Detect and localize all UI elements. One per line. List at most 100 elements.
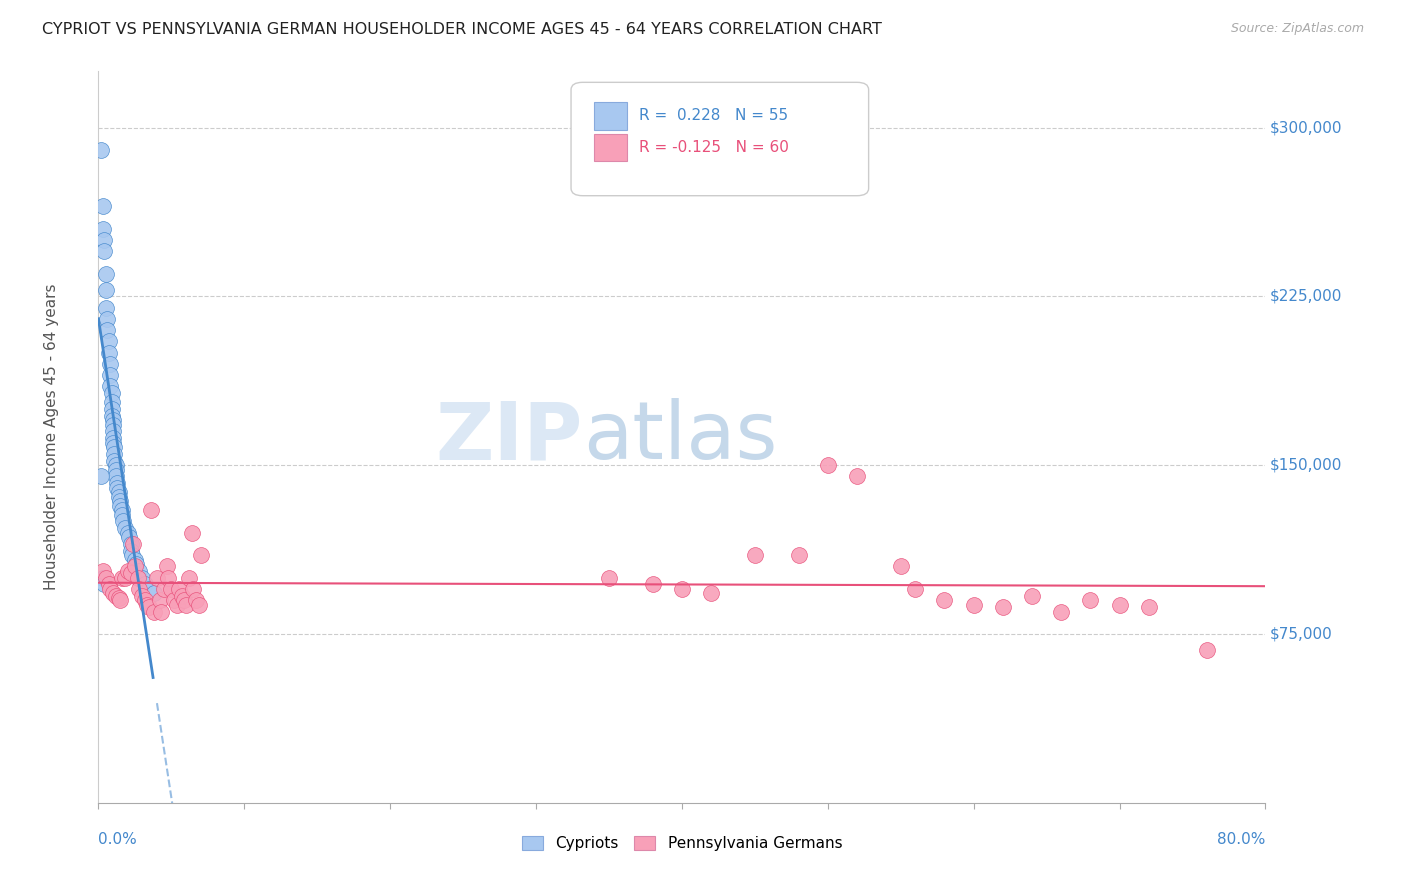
Point bbox=[120, 543, 142, 558]
Point bbox=[1021, 589, 1043, 603]
Point bbox=[117, 564, 139, 578]
Point bbox=[91, 564, 114, 578]
Point bbox=[110, 494, 132, 508]
Point bbox=[131, 589, 153, 603]
Point bbox=[100, 395, 122, 409]
Text: $225,000: $225,000 bbox=[1270, 289, 1343, 304]
Legend: Cypriots, Pennsylvania Germans: Cypriots, Pennsylvania Germans bbox=[516, 830, 848, 857]
Point bbox=[94, 267, 117, 281]
Point bbox=[128, 582, 150, 596]
Point bbox=[90, 143, 112, 157]
Point bbox=[94, 301, 117, 315]
Point bbox=[117, 525, 139, 540]
Text: 0.0%: 0.0% bbox=[98, 832, 138, 847]
Point bbox=[110, 593, 132, 607]
Bar bbox=[595, 134, 627, 161]
Point bbox=[127, 571, 149, 585]
Point bbox=[91, 199, 114, 213]
Point bbox=[98, 582, 121, 596]
Point bbox=[100, 409, 122, 423]
Point bbox=[700, 586, 723, 600]
Point bbox=[598, 571, 620, 585]
Point bbox=[787, 548, 810, 562]
Point bbox=[134, 577, 156, 591]
Point bbox=[101, 425, 124, 439]
Point bbox=[108, 490, 131, 504]
Point bbox=[120, 537, 142, 551]
Point bbox=[135, 598, 157, 612]
Point bbox=[94, 283, 117, 297]
Point bbox=[112, 515, 135, 529]
Point bbox=[744, 548, 766, 562]
Point bbox=[111, 571, 134, 585]
Point bbox=[120, 566, 142, 581]
Point bbox=[142, 586, 165, 600]
Text: 80.0%: 80.0% bbox=[1218, 832, 1265, 847]
Point bbox=[139, 503, 162, 517]
Point bbox=[101, 435, 124, 450]
Point bbox=[180, 525, 202, 540]
Point bbox=[156, 559, 179, 574]
Point bbox=[174, 598, 197, 612]
Point bbox=[104, 469, 127, 483]
Point bbox=[934, 593, 956, 607]
Text: $75,000: $75,000 bbox=[1270, 626, 1333, 641]
Point bbox=[188, 598, 211, 612]
Point bbox=[991, 599, 1014, 614]
Point bbox=[1108, 598, 1130, 612]
Point bbox=[124, 553, 146, 567]
Point bbox=[890, 559, 912, 574]
Point bbox=[98, 368, 121, 383]
Point bbox=[190, 548, 212, 562]
Point bbox=[177, 571, 200, 585]
FancyBboxPatch shape bbox=[571, 82, 869, 195]
Text: CYPRIOT VS PENNSYLVANIA GERMAN HOUSEHOLDER INCOME AGES 45 - 64 YEARS CORRELATION: CYPRIOT VS PENNSYLVANIA GERMAN HOUSEHOLD… bbox=[42, 22, 882, 37]
Point bbox=[98, 357, 121, 371]
Point bbox=[124, 559, 146, 574]
Point bbox=[149, 593, 172, 607]
Text: R =  0.228   N = 55: R = 0.228 N = 55 bbox=[638, 109, 787, 123]
Text: $150,000: $150,000 bbox=[1270, 458, 1343, 473]
Point bbox=[100, 386, 122, 401]
Point bbox=[153, 582, 176, 596]
Point bbox=[108, 591, 131, 605]
Point bbox=[181, 582, 204, 596]
Point bbox=[100, 401, 122, 416]
Point bbox=[110, 499, 132, 513]
Point bbox=[138, 599, 160, 614]
Point bbox=[118, 530, 141, 544]
Point bbox=[91, 222, 114, 236]
Point bbox=[157, 571, 180, 585]
Point bbox=[962, 598, 984, 612]
Text: Source: ZipAtlas.com: Source: ZipAtlas.com bbox=[1230, 22, 1364, 36]
Point bbox=[904, 582, 927, 596]
Point bbox=[105, 476, 128, 491]
Text: $300,000: $300,000 bbox=[1270, 120, 1343, 135]
Point bbox=[173, 593, 195, 607]
Point bbox=[98, 379, 121, 393]
Point bbox=[96, 323, 118, 337]
Text: R = -0.125   N = 60: R = -0.125 N = 60 bbox=[638, 140, 789, 155]
Point bbox=[101, 431, 124, 445]
Point bbox=[121, 548, 143, 562]
Point bbox=[101, 586, 124, 600]
Point bbox=[114, 521, 136, 535]
Point bbox=[93, 233, 115, 247]
Point bbox=[846, 469, 869, 483]
Text: ZIP: ZIP bbox=[436, 398, 582, 476]
Point bbox=[138, 582, 160, 596]
Point bbox=[105, 481, 128, 495]
Text: Householder Income Ages 45 - 64 years: Householder Income Ages 45 - 64 years bbox=[44, 284, 59, 591]
Point bbox=[103, 447, 125, 461]
Point bbox=[134, 593, 156, 607]
Point bbox=[111, 503, 134, 517]
Point bbox=[104, 589, 127, 603]
Point bbox=[97, 577, 120, 591]
Point bbox=[641, 577, 664, 591]
Point bbox=[166, 598, 188, 612]
Point bbox=[103, 440, 125, 454]
Point bbox=[1137, 599, 1160, 614]
Point bbox=[131, 571, 153, 585]
Point bbox=[146, 571, 169, 585]
Point bbox=[93, 577, 115, 591]
